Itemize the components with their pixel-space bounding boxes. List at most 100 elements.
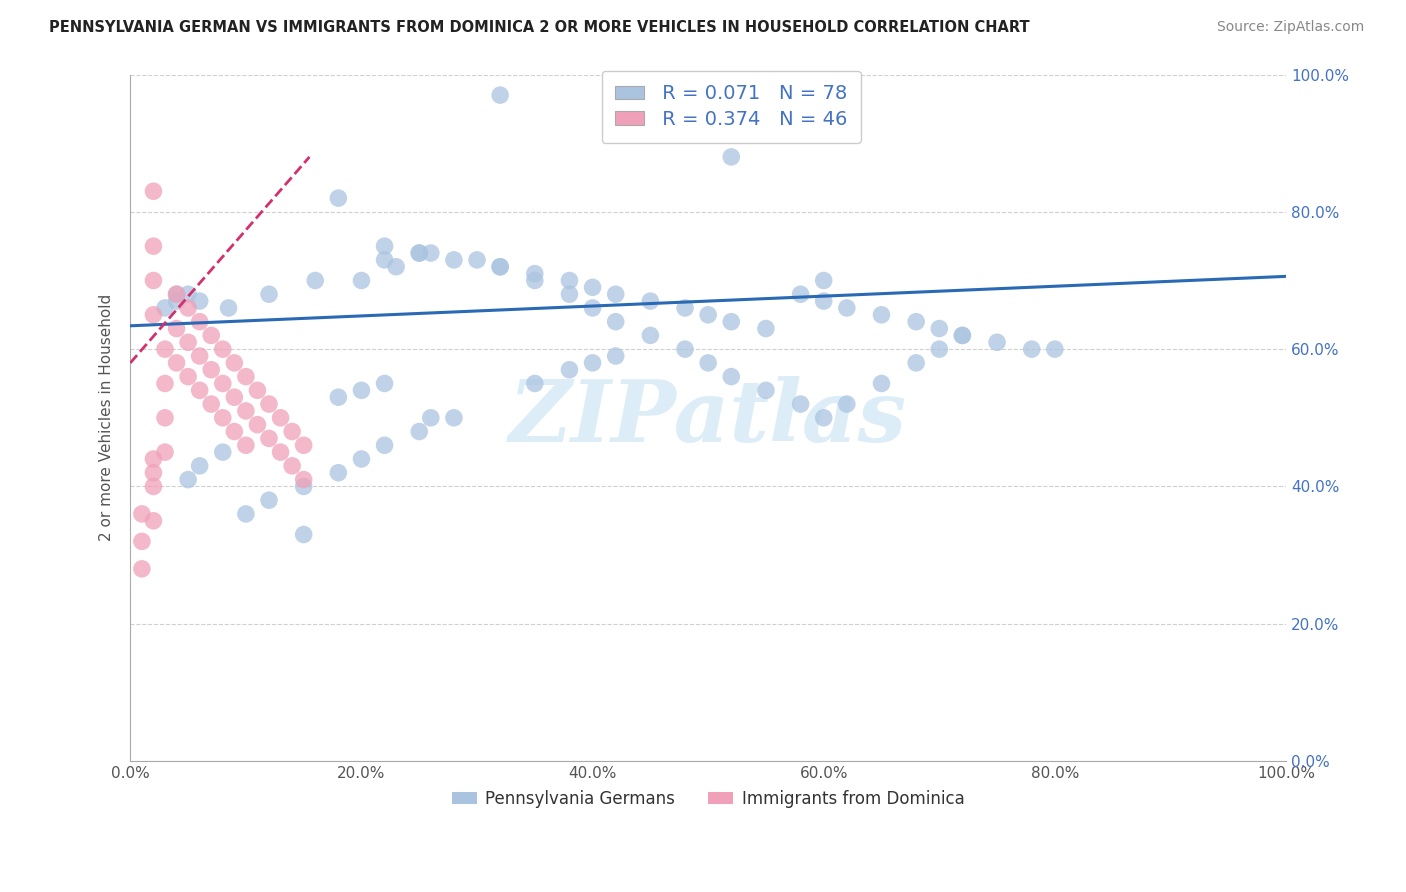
- Point: [558, 287, 581, 301]
- Point: [177, 473, 200, 487]
- Point: [304, 273, 326, 287]
- Point: [605, 315, 627, 329]
- Point: [270, 410, 292, 425]
- Point: [813, 410, 835, 425]
- Point: [142, 239, 165, 253]
- Point: [166, 321, 188, 335]
- Point: [177, 301, 200, 315]
- Point: [166, 294, 188, 309]
- Point: [581, 280, 603, 294]
- Point: [153, 376, 176, 391]
- Point: [328, 191, 350, 205]
- Point: [211, 445, 233, 459]
- Point: [523, 376, 546, 391]
- Point: [281, 458, 304, 473]
- Point: [235, 404, 257, 418]
- Point: [142, 479, 165, 493]
- Point: [142, 452, 165, 467]
- Point: [673, 301, 696, 315]
- Point: [755, 321, 778, 335]
- Point: [640, 328, 662, 343]
- Point: [200, 328, 222, 343]
- Point: [211, 376, 233, 391]
- Point: [928, 342, 950, 356]
- Point: [350, 384, 373, 398]
- Point: [720, 150, 742, 164]
- Point: [558, 363, 581, 377]
- Point: [153, 445, 176, 459]
- Point: [605, 349, 627, 363]
- Point: [257, 287, 280, 301]
- Point: [465, 252, 488, 267]
- Point: [374, 239, 396, 253]
- Point: [328, 466, 350, 480]
- Point: [408, 246, 430, 260]
- Point: [835, 397, 858, 411]
- Point: [166, 356, 188, 370]
- Point: [489, 260, 512, 274]
- Point: [419, 410, 441, 425]
- Point: [142, 308, 165, 322]
- Point: [224, 425, 246, 439]
- Point: [408, 246, 430, 260]
- Point: [235, 369, 257, 384]
- Point: [246, 384, 269, 398]
- Point: [640, 294, 662, 309]
- Point: [142, 273, 165, 287]
- Point: [131, 507, 153, 521]
- Point: [153, 342, 176, 356]
- Point: [257, 493, 280, 508]
- Point: [374, 252, 396, 267]
- Point: [142, 184, 165, 198]
- Point: [374, 438, 396, 452]
- Point: [523, 267, 546, 281]
- Point: [166, 287, 188, 301]
- Point: [697, 356, 720, 370]
- Point: [224, 390, 246, 404]
- Point: [419, 246, 441, 260]
- Point: [142, 514, 165, 528]
- Point: [257, 431, 280, 445]
- Point: [235, 507, 257, 521]
- Point: [142, 466, 165, 480]
- Point: [188, 458, 211, 473]
- Text: PENNSYLVANIA GERMAN VS IMMIGRANTS FROM DOMINICA 2 OR MORE VEHICLES IN HOUSEHOLD : PENNSYLVANIA GERMAN VS IMMIGRANTS FROM D…: [49, 20, 1029, 35]
- Point: [292, 473, 315, 487]
- Point: [1043, 342, 1066, 356]
- Point: [281, 425, 304, 439]
- Point: [986, 335, 1008, 350]
- Point: [489, 260, 512, 274]
- Point: [188, 294, 211, 309]
- Point: [188, 315, 211, 329]
- Point: [246, 417, 269, 432]
- Point: [188, 349, 211, 363]
- Point: [350, 452, 373, 467]
- Point: [153, 410, 176, 425]
- Point: [835, 301, 858, 315]
- Point: [211, 342, 233, 356]
- Point: [328, 390, 350, 404]
- Point: [166, 287, 188, 301]
- Y-axis label: 2 or more Vehicles in Household: 2 or more Vehicles in Household: [100, 294, 114, 541]
- Point: [443, 252, 465, 267]
- Point: [292, 438, 315, 452]
- Point: [697, 308, 720, 322]
- Point: [374, 376, 396, 391]
- Point: [131, 562, 153, 576]
- Point: [218, 301, 240, 315]
- Point: [755, 384, 778, 398]
- Point: [581, 356, 603, 370]
- Point: [523, 273, 546, 287]
- Point: [928, 321, 950, 335]
- Point: [292, 527, 315, 541]
- Point: [224, 356, 246, 370]
- Point: [188, 384, 211, 398]
- Point: [408, 425, 430, 439]
- Point: [605, 287, 627, 301]
- Point: [350, 273, 373, 287]
- Point: [789, 397, 811, 411]
- Legend: Pennsylvania Germans, Immigrants from Dominica: Pennsylvania Germans, Immigrants from Do…: [446, 783, 972, 814]
- Point: [270, 445, 292, 459]
- Point: [720, 315, 742, 329]
- Point: [905, 315, 928, 329]
